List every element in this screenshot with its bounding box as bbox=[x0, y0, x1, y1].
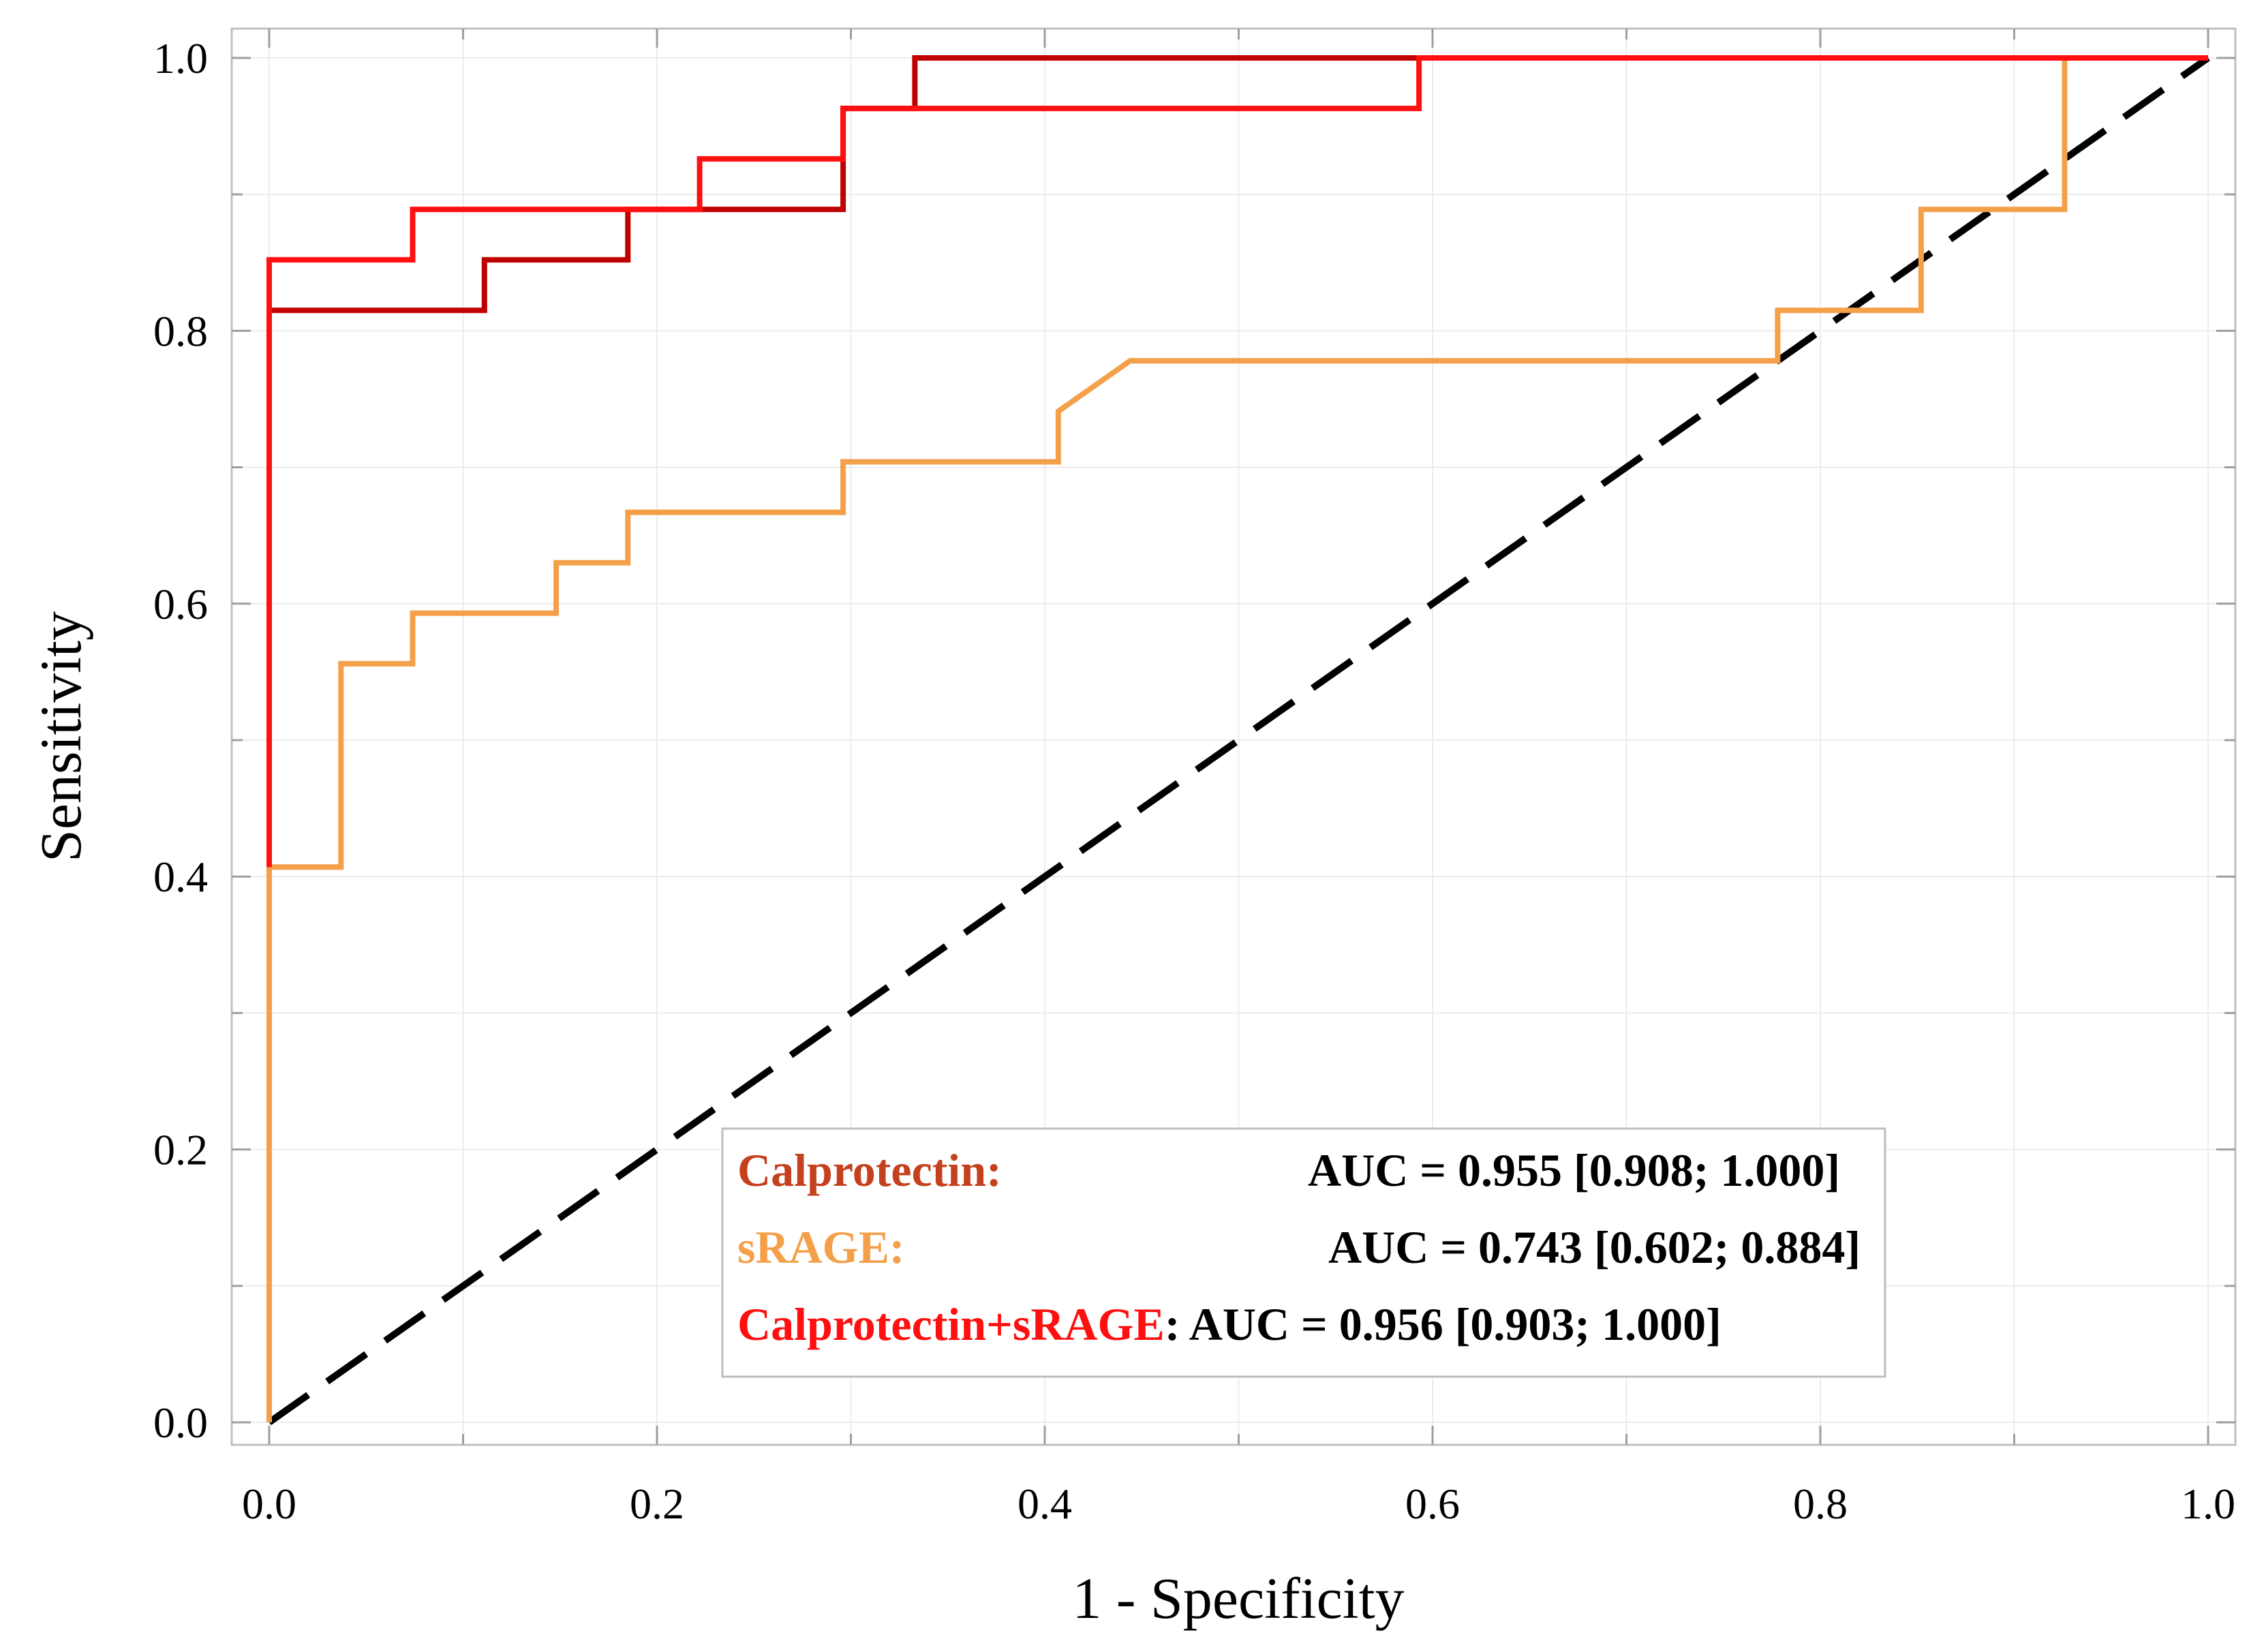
legend-auc-srage: AUC = 0.743 [0.602; 0.884] bbox=[1328, 1221, 1861, 1273]
legend-label-combined: Calprotectin+sRAGE bbox=[737, 1298, 1165, 1350]
y-tick-label: 1.0 bbox=[153, 34, 208, 82]
y-tick-label: 0.6 bbox=[153, 580, 208, 628]
series-line-calprotectin-srage bbox=[266, 55, 2208, 868]
x-tick-label: 1.0 bbox=[2181, 1480, 2235, 1528]
y-axis-title: Sensitivity bbox=[28, 611, 93, 862]
legend-entry-combined: Calprotectin+sRAGE: AUC = 0.956 [0.903; … bbox=[737, 1298, 1722, 1350]
legend-auc-combined: : AUC = 0.956 [0.903; 1.000] bbox=[1165, 1298, 1722, 1350]
y-tick-label: 0.8 bbox=[153, 307, 208, 355]
x-tick-label: 0.0 bbox=[242, 1480, 296, 1528]
x-axis-title: 1 - Specificity bbox=[1072, 1565, 1404, 1631]
x-tick-label: 0.2 bbox=[630, 1480, 684, 1528]
series-line-reference bbox=[267, 55, 2210, 1426]
y-tick-label: 0.2 bbox=[153, 1126, 208, 1174]
legend: Calprotectin: AUC = 0.955 [0.908; 1.000]… bbox=[721, 1127, 1886, 1378]
x-tick-label: 0.4 bbox=[1018, 1480, 1072, 1528]
plot-frame bbox=[230, 27, 2237, 1446]
series-lines bbox=[266, 55, 2210, 1426]
legend-label-srage: sRAGE: bbox=[737, 1221, 905, 1273]
x-tick-label: 0.8 bbox=[1793, 1480, 1848, 1528]
y-tick-label: 0.4 bbox=[153, 853, 208, 901]
axis-ticks: 0.0 0.2 0.4 0.6 0.8 1.0 0.0 0.2 0.4 0.6 0.8 1.0 bbox=[153, 29, 2235, 1528]
legend-auc-calprotectin: AUC = 0.955 [0.908; 1.000] bbox=[1308, 1144, 1840, 1196]
y-tick-label: 0.0 bbox=[153, 1398, 208, 1447]
legend-box bbox=[721, 1127, 1886, 1378]
x-tick-label: 0.6 bbox=[1405, 1480, 1460, 1528]
legend-label-calprotectin: Calprotectin: bbox=[737, 1144, 1002, 1196]
series-line-srage bbox=[266, 55, 2208, 1422]
